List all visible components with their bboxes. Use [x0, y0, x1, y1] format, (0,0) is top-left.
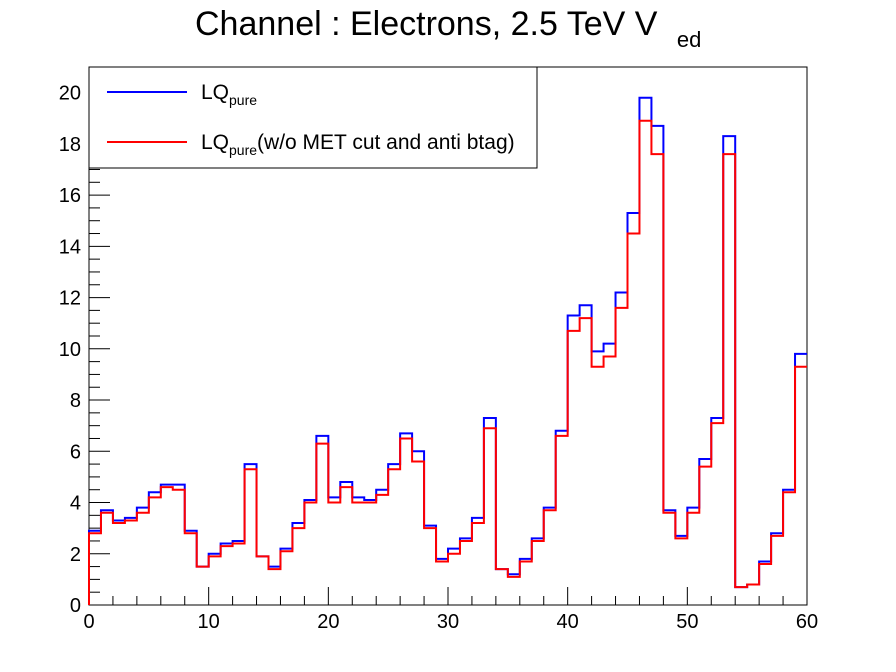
y-tick-label: 6 [70, 441, 81, 463]
y-tick-label: 2 [70, 544, 81, 566]
series-2-step-line [88, 119, 807, 605]
y-tick-label: 18 [59, 134, 81, 156]
chart-title-main: Channel : Electrons, 2.5 TeV V [195, 5, 658, 43]
y-tick-label: 4 [70, 493, 81, 515]
y-tick-label: 10 [59, 339, 81, 361]
legend-label: LQpure(w/o MET cut and anti btag) [201, 131, 515, 158]
y-tick-label: 16 [59, 185, 81, 207]
legend-label-suffix: (w/o MET cut and anti btag) [257, 131, 515, 154]
chart-title-subscript: ed [677, 27, 701, 52]
x-tick-label: 10 [198, 611, 220, 633]
series-1-step-line [88, 96, 807, 605]
x-tick-label: 20 [317, 611, 339, 633]
x-tick-label: 0 [83, 611, 94, 633]
legend-box [88, 66, 538, 169]
x-tick-label: 50 [676, 611, 698, 633]
x-tick-label: 60 [796, 611, 818, 633]
legend-label-subscript: pure [229, 92, 257, 108]
x-tick-label: 30 [437, 611, 459, 633]
legend-label-subscript: pure [229, 142, 257, 158]
series-2 [88, 119, 807, 605]
legend-label: LQpure [201, 81, 257, 108]
series-layer [88, 96, 807, 605]
chart-title: Channel : Electrons, 2.5 TeV V ed [195, 5, 701, 52]
y-tick-label: 12 [59, 288, 81, 310]
x-axis: 0 10 20 30 40 50 60 [83, 587, 818, 633]
x-tick-label: 40 [557, 611, 579, 633]
legend-label-main: LQ [201, 81, 229, 104]
series-1 [88, 96, 807, 605]
y-tick-label: 14 [59, 236, 81, 258]
y-tick-label: 8 [70, 390, 81, 412]
legend-label-main: LQ [201, 131, 229, 154]
y-tick-label: 20 [59, 83, 81, 105]
y-tick-label: 0 [70, 595, 81, 617]
